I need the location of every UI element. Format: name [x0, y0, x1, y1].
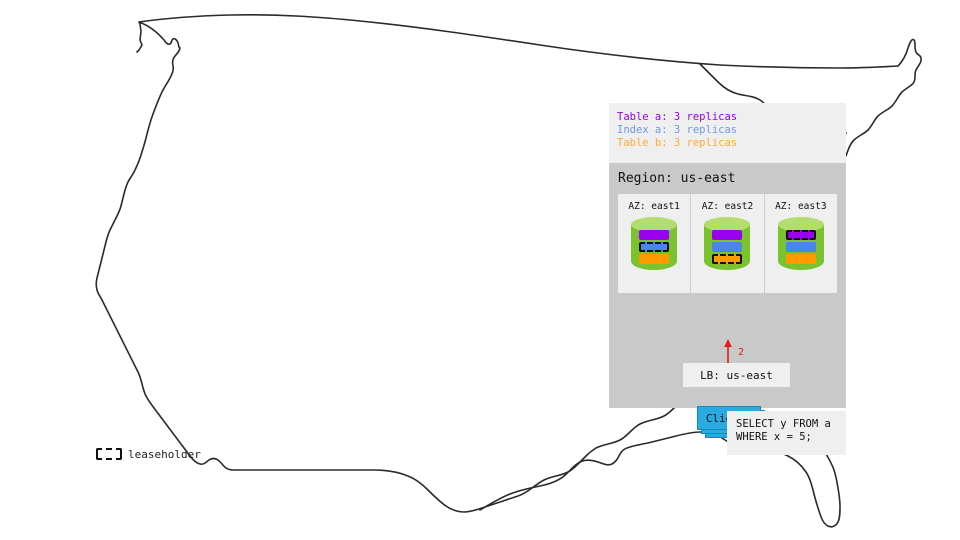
range-index-a[interactable]: [785, 242, 816, 252]
replica-legend-row-index-a: Index a: 3 replicas: [617, 124, 738, 136]
leaseholder-legend-label: leaseholder: [128, 447, 201, 461]
cylinder-top: [631, 217, 678, 232]
az-cell-east2[interactable]: AZ: east2: [691, 194, 765, 293]
range-table-a-leaseholder[interactable]: [785, 230, 816, 240]
node-cylinder-east1[interactable]: [631, 217, 678, 273]
region-title: Region: us-east: [618, 171, 736, 186]
range-index-a-leaseholder[interactable]: [639, 242, 670, 252]
range-table-b[interactable]: [639, 254, 670, 264]
replica-legend-row-table-a: Table a: 3 replicas: [617, 111, 738, 123]
range-index-a[interactable]: [712, 242, 743, 252]
replica-legend-panel: Table a: 3 replicas Index a: 3 replicas …: [609, 103, 846, 163]
range-table-b[interactable]: [785, 254, 816, 264]
range-stack-east3: [778, 230, 824, 264]
replica-legend-row-table-b: Table b: 3 replicas: [617, 137, 738, 149]
az-label-east3: AZ: east3: [775, 201, 827, 212]
gulf-coast-path: [479, 431, 741, 511]
az-label-east1: AZ: east1: [628, 201, 680, 212]
leaseholder-legend: leaseholder: [96, 448, 201, 460]
node-cylinder-east2[interactable]: [704, 217, 751, 273]
az-cell-east1[interactable]: AZ: east1: [618, 194, 692, 293]
load-balancer-box[interactable]: LB: us-east: [683, 363, 790, 387]
sql-line-1: SELECT y FROM a: [736, 418, 831, 430]
range-table-a[interactable]: [639, 230, 670, 240]
cylinder-top: [777, 217, 824, 232]
range-stack-east2: [704, 230, 750, 264]
az-strip: AZ: east1 AZ: east2: [618, 194, 837, 293]
us-outline-path: [95, 14, 922, 513]
az-cell-east3[interactable]: AZ: east3: [765, 194, 837, 293]
az-label-east2: AZ: east2: [701, 201, 754, 212]
region-diagram: Table a: 3 replicas Index a: 3 replicas …: [609, 103, 846, 438]
sql-line-2: WHERE x = 5;: [736, 431, 812, 443]
region-panel: Region: us-east AZ: east1 AZ: east2: [609, 163, 846, 438]
cylinder-top: [704, 217, 751, 232]
range-table-a[interactable]: [712, 230, 743, 240]
sql-query-box: SELECT y FROM a WHERE x = 5;: [727, 411, 846, 455]
load-balancer-label: LB: us-east: [700, 368, 773, 382]
range-stack-east1: [631, 230, 677, 264]
dashed-rect-icon: [96, 448, 122, 460]
florida-outline-path: [763, 441, 841, 528]
range-table-b-leaseholder[interactable]: [712, 254, 743, 264]
arrow-step-label: 2: [738, 347, 745, 358]
node-cylinder-east3[interactable]: [777, 217, 824, 273]
